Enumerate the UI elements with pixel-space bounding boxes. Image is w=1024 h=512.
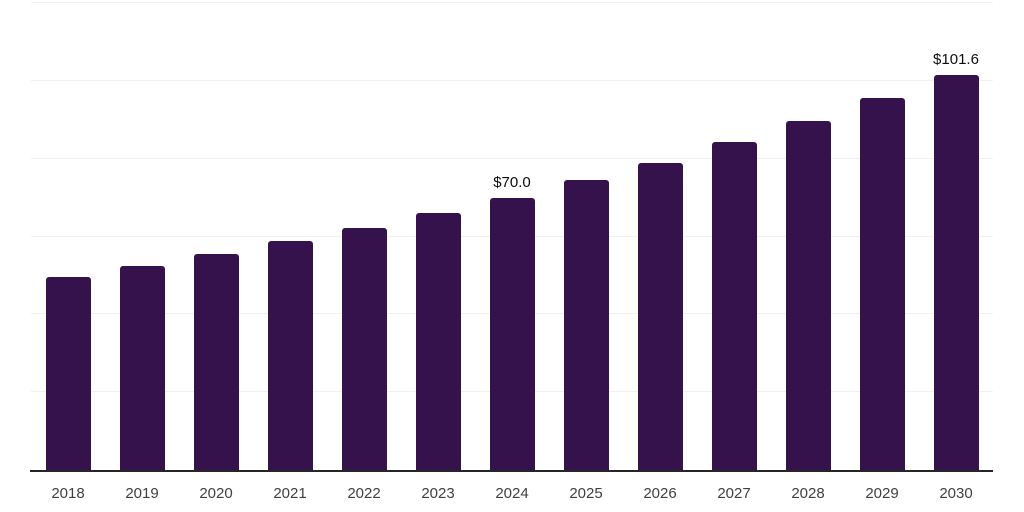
x-tick-label-2023: 2023 <box>421 485 455 502</box>
bar-band-2030: $101.6 <box>919 3 993 470</box>
bar-2023 <box>415 212 461 470</box>
x-tick-label-2025: 2025 <box>569 485 603 502</box>
bar-value-label-2024: $70.0 <box>493 173 531 191</box>
bar-2018 <box>45 276 91 470</box>
bar-2020 <box>193 253 239 470</box>
bar-2027 <box>711 141 757 470</box>
bar-band-2026 <box>623 3 697 470</box>
bar-2021 <box>267 240 313 470</box>
bar-band-2028 <box>771 3 845 470</box>
x-tick-label-2028: 2028 <box>791 485 825 502</box>
bar-2025 <box>563 180 609 470</box>
bar-2024 <box>489 197 535 470</box>
bar-band-2019 <box>105 3 179 470</box>
bar-2019 <box>119 266 165 470</box>
bar-band-2024: $70.0 <box>475 3 549 470</box>
bar-2022 <box>341 227 387 470</box>
gridline <box>31 157 993 159</box>
gridline <box>31 2 993 3</box>
x-tick-label-2022: 2022 <box>347 485 381 502</box>
bar-2028 <box>785 121 831 470</box>
bar-2030 <box>933 74 979 470</box>
x-tick-label-2027: 2027 <box>717 485 751 502</box>
x-tick-label-2029: 2029 <box>865 485 899 502</box>
x-tick-label-2030: 2030 <box>939 485 973 502</box>
bar-band-2020 <box>179 3 253 470</box>
bar-band-2029 <box>845 3 919 470</box>
x-tick-label-2021: 2021 <box>273 485 307 502</box>
x-tick-label-2020: 2020 <box>199 485 233 502</box>
x-tick-label-2018: 2018 <box>51 485 85 502</box>
x-tick-label-2026: 2026 <box>643 485 677 502</box>
bar-band-2023 <box>401 3 475 470</box>
bars: $70.0 $101.6 <box>31 3 993 470</box>
bar-value-label-2030: $101.6 <box>933 50 979 68</box>
bar-band-2025 <box>549 3 623 470</box>
plot-area: $70.0 $101.6 <box>30 2 993 472</box>
x-axis-line <box>30 470 993 472</box>
bar-band-2022 <box>327 3 401 470</box>
x-tick-label-2019: 2019 <box>125 485 159 502</box>
x-axis-tick-labels: 2018 2019 2020 2021 2022 2023 2024 2025 2026 2027… <box>31 484 993 504</box>
x-tick-label-2024: 2024 <box>495 485 529 502</box>
bar-2026 <box>637 162 683 470</box>
bar-band-2027 <box>697 3 771 470</box>
bar-band-2021 <box>253 3 327 470</box>
bar-2029 <box>859 98 905 470</box>
gridline <box>31 79 993 81</box>
bar-band-2018 <box>31 3 105 470</box>
